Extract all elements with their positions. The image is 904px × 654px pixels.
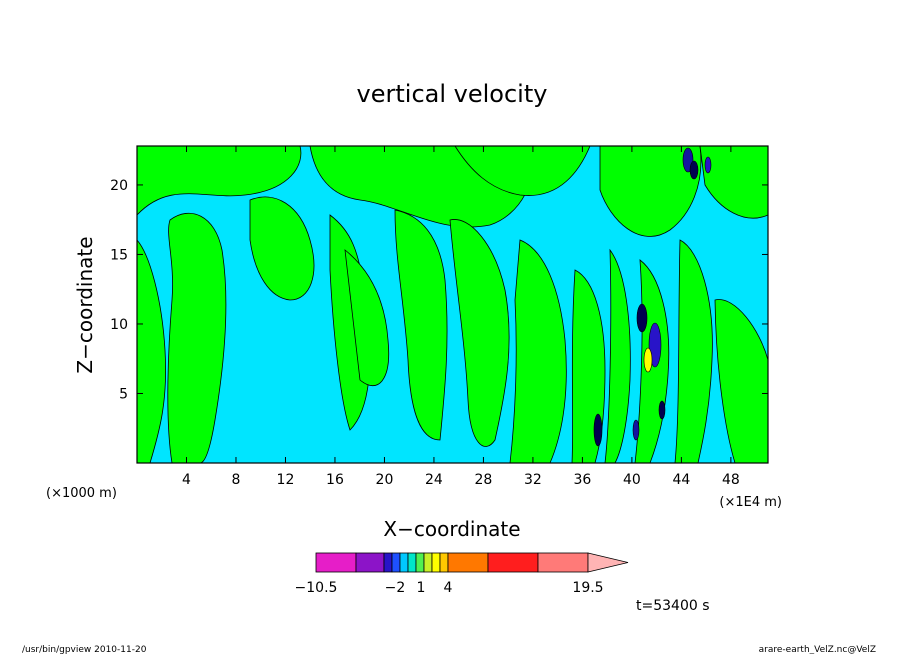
colorbar-segment (399, 552, 409, 573)
x-tick-label: 32 (524, 472, 542, 488)
colorbar-segment (315, 552, 357, 573)
positive-velocity-region (249, 196, 315, 301)
x-axis-ticks: 4 8 12 16 20 24 28 32 36 40 44 48 (182, 146, 740, 488)
footer-left: /usr/bin/gpview 2010-11-20 (22, 645, 147, 654)
x-tick-label: 28 (475, 472, 493, 488)
x-unit-left: (×1000 m) (46, 486, 117, 501)
colorbar-label: −10.5 (295, 580, 338, 596)
positive-velocity-region (674, 239, 713, 464)
velocity-cell (643, 347, 653, 373)
x-tick-label: 44 (672, 472, 690, 488)
colorbar-label: 19.5 (572, 580, 603, 596)
x-tick-label: 4 (182, 472, 191, 488)
time-label: t=53400 s (636, 598, 710, 614)
y-axis-label: Z−coordinate (73, 236, 97, 373)
positive-velocity-region (136, 145, 302, 217)
x-axis-label: X−coordinate (383, 517, 520, 541)
velocity-cell (658, 400, 666, 420)
x-tick-label: 8 (232, 472, 241, 488)
x-tick-label: 48 (722, 472, 740, 488)
positive-velocity-region (344, 249, 390, 386)
velocity-cell (636, 303, 648, 333)
positive-velocity-region (454, 145, 591, 196)
colorbar-segment (391, 552, 401, 573)
y-tick-label: 20 (110, 178, 128, 194)
positive-velocity-region (167, 212, 227, 464)
colorbar-segment (415, 552, 425, 573)
positive-velocity-region (449, 219, 510, 447)
colorbar-label: −2 (385, 580, 406, 596)
y-tick-label: 15 (110, 247, 128, 263)
colorbar-segment (355, 552, 385, 573)
colorbar-segment (383, 552, 393, 573)
colorbar-segment (487, 552, 539, 573)
footer-right: arare-earth_VelZ.nc@VelZ (759, 645, 876, 654)
colorbar-segment (537, 552, 589, 573)
velocity-cell (593, 413, 603, 447)
x-tick-label: 12 (277, 472, 295, 488)
velocity-cell (704, 156, 712, 174)
colorbar-label: 4 (444, 580, 453, 596)
positive-velocity-regions (136, 145, 769, 464)
velocity-cell (689, 160, 699, 180)
x-unit-right: (×1E4 m) (719, 495, 782, 510)
positive-velocity-region (599, 145, 702, 237)
colorbar (315, 552, 629, 573)
colorbar-labels: −10.5 −2 1 4 19.5 (295, 580, 604, 596)
y-tick-label: 10 (110, 317, 128, 333)
colorbar-extension (587, 552, 629, 573)
positive-velocity-region (509, 239, 567, 464)
velocity-cell (632, 419, 640, 441)
positive-velocity-region (394, 209, 448, 441)
plot-frame (136, 145, 769, 464)
x-tick-label: 36 (573, 472, 591, 488)
y-axis-ticks: 5 10 15 20 (110, 178, 768, 402)
colorbar-segment (423, 552, 433, 573)
y-tick-label: 5 (119, 386, 128, 402)
x-tick-label: 16 (326, 472, 344, 488)
colorbar-label: 1 (417, 580, 426, 596)
colorbar-segment (431, 552, 441, 573)
colorbar-segment (407, 552, 417, 573)
x-tick-label: 40 (623, 472, 641, 488)
strong-velocity-cells (593, 147, 712, 447)
colorbar-segment (447, 552, 489, 573)
x-tick-label: 24 (425, 472, 443, 488)
positive-velocity-region (604, 248, 631, 464)
x-tick-label: 20 (376, 472, 394, 488)
positive-velocity-region (136, 238, 166, 464)
chart-title: vertical velocity (357, 80, 548, 108)
colorbar-segment (439, 552, 449, 573)
